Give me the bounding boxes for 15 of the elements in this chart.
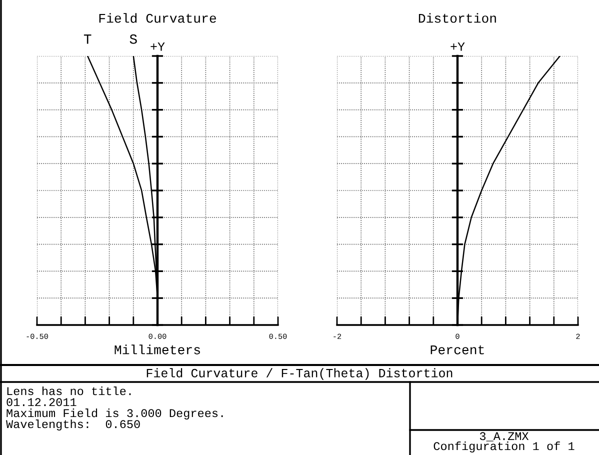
- x-axis-title: Millimeters: [114, 344, 200, 354]
- x-axis-title: Percent: [430, 345, 484, 354]
- text: Maximum Field is 3.000 Degrees.: [6, 408, 223, 420]
- chart-title: Distortion: [418, 13, 496, 23]
- text: 3_A.ZMX: [480, 432, 529, 442]
- series-label: T: [84, 34, 92, 44]
- text: Wavelengths: 0.650: [6, 419, 140, 430]
- text: Configuration 1 of 1: [434, 441, 574, 452]
- text: +Y: [450, 42, 465, 51]
- chart-title: Field Curvature: [99, 13, 216, 23]
- text: +Y: [150, 42, 165, 51]
- text: Lens has no title.: [7, 386, 131, 396]
- text: 01.12.2011: [6, 398, 76, 406]
- text: Field Curvature / F-Tan(Theta) Distortion: [146, 368, 452, 380]
- series-label: S: [130, 34, 137, 44]
